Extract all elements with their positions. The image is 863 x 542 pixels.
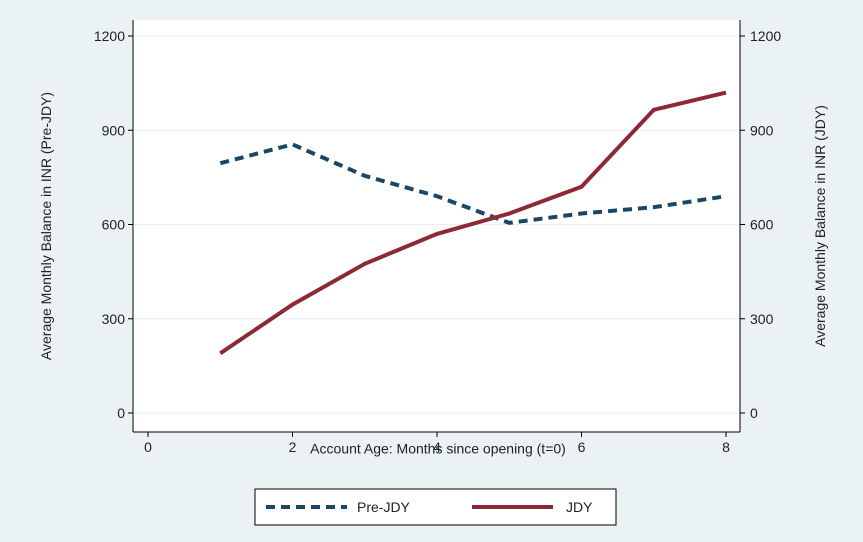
left-y-tick-label-1: 300 — [102, 311, 126, 327]
x-tick-label-2: 4 — [433, 439, 441, 455]
left-y-tick-label-4: 1200 — [94, 28, 125, 44]
legend-label-pre-jdy: Pre-JDY — [357, 499, 411, 515]
x-tick-label-4: 8 — [722, 439, 730, 455]
left-y-axis-title: Average Monthly Balance in INR (Pre-JDY) — [38, 92, 54, 360]
legend: Pre-JDY JDY — [254, 488, 617, 526]
series-line-jdy — [219, 90, 727, 355]
left-y-tick-label-0: 0 — [117, 405, 125, 421]
x-axis-title: Account Age: Months since opening (t=0) — [310, 440, 566, 456]
series-line-pre-jdy — [219, 142, 727, 225]
left-y-tick-label-3: 900 — [102, 122, 126, 138]
x-tick-label-0: 0 — [144, 439, 152, 455]
legend-label-jdy: JDY — [566, 499, 593, 515]
plot-background — [133, 20, 740, 432]
x-tick-label-3: 6 — [578, 439, 586, 455]
legend-box — [254, 488, 617, 526]
right-y-tick-label-2: 600 — [750, 217, 774, 233]
left-y-tick-label-2: 600 — [102, 217, 126, 233]
ticks: 0 0 300 300 600 600 900 900 1200 1200 0 2 4 6 8 — [94, 28, 782, 455]
right-y-axis-title: Average Monthly Balance in INR (JDY) — [812, 105, 828, 347]
series — [219, 90, 727, 355]
right-y-tick-label-0: 0 — [750, 405, 758, 421]
right-y-tick-label-4: 1200 — [750, 28, 781, 44]
right-y-tick-label-1: 300 — [750, 311, 774, 327]
grid-lines — [133, 35, 740, 414]
x-tick-label-1: 2 — [289, 439, 297, 455]
right-y-tick-label-3: 900 — [750, 122, 774, 138]
